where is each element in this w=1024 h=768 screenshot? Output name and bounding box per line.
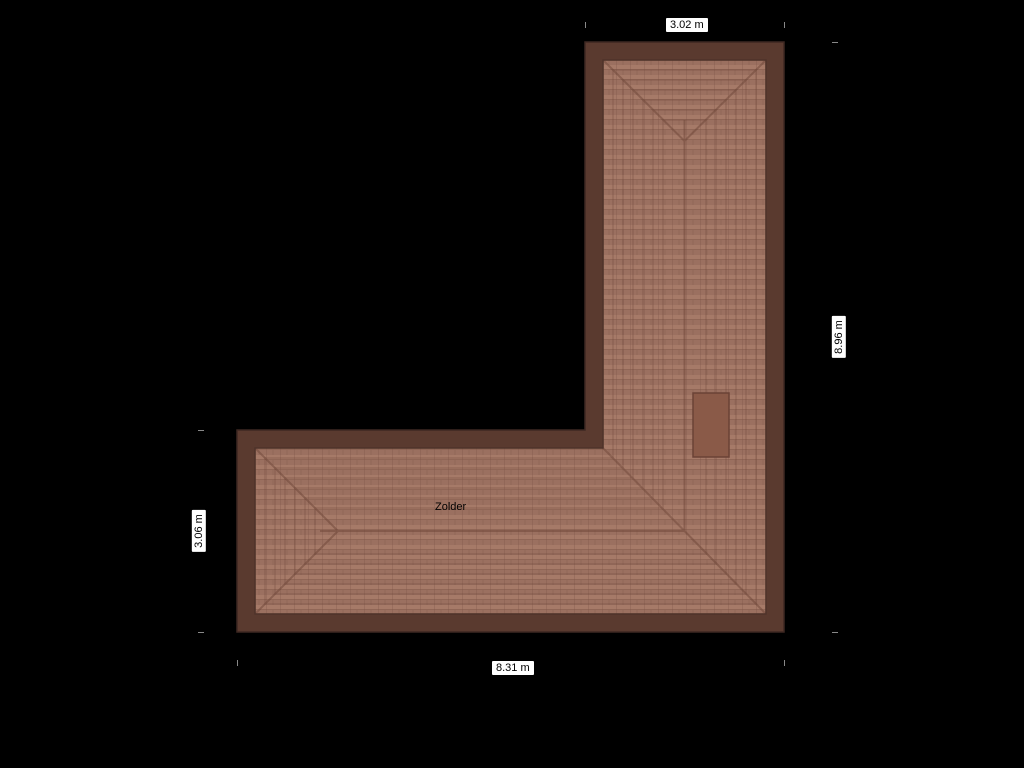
dim-tick [832,632,838,633]
dim-tick [832,42,838,43]
room-label: Zolder [435,501,466,513]
dim-tick [585,22,586,28]
dimension-left: 3.06 m [192,510,206,552]
dim-tick [237,660,238,666]
dim-tick [784,22,785,28]
dimension-top: 3.02 m [666,18,708,32]
dimension-right: 8.96 m [832,316,846,358]
dim-tick [198,632,204,633]
roof-skylight [693,393,729,457]
dim-tick [198,430,204,431]
dim-tick [784,660,785,666]
dimension-bottom: 8.31 m [492,661,534,675]
roof-plan-svg [0,0,1024,768]
